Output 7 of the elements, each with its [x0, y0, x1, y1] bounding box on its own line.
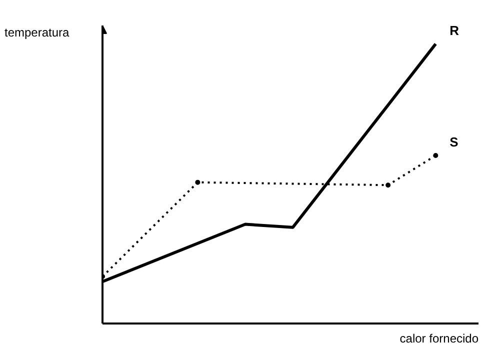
- y-axis-title: temperatura: [4, 26, 70, 40]
- series-label: R: [450, 22, 460, 38]
- series-label: S: [450, 134, 459, 150]
- x-axis-title: calor fornecido: [400, 332, 479, 345]
- point: [386, 182, 391, 188]
- point: [433, 152, 438, 158]
- point: [195, 180, 200, 185]
